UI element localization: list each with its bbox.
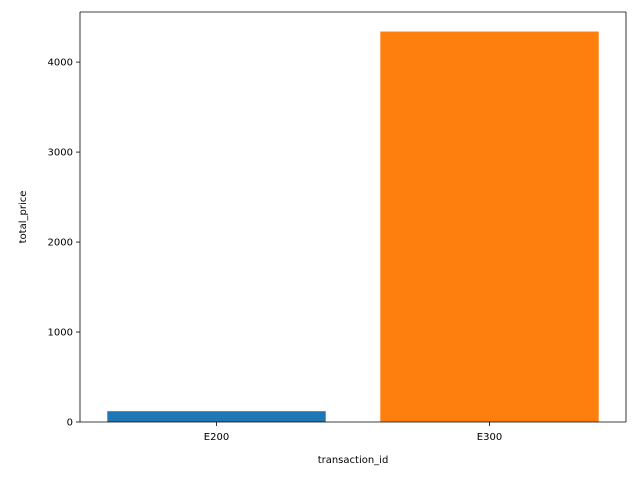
y-tick-label: 0 — [67, 418, 73, 429]
y-ticks-group: 0 1000 2000 3000 4000 — [48, 58, 80, 429]
x-tick-label: E200 — [204, 432, 229, 443]
y-axis-label: total_price — [18, 191, 29, 244]
x-tick-label: E300 — [477, 432, 502, 443]
x-axis-label: transaction_id — [318, 455, 389, 466]
y-tick-label: 2000 — [48, 238, 73, 249]
bar-e300 — [380, 31, 599, 423]
axes-group — [79, 11, 627, 423]
x-ticks-group: E200 E300 — [204, 422, 502, 443]
bar-e200 — [107, 411, 326, 422]
y-tick-label: 3000 — [48, 148, 73, 159]
y-tick-label: 1000 — [48, 328, 73, 339]
bars-group — [107, 31, 599, 423]
y-tick-label: 4000 — [48, 58, 73, 69]
